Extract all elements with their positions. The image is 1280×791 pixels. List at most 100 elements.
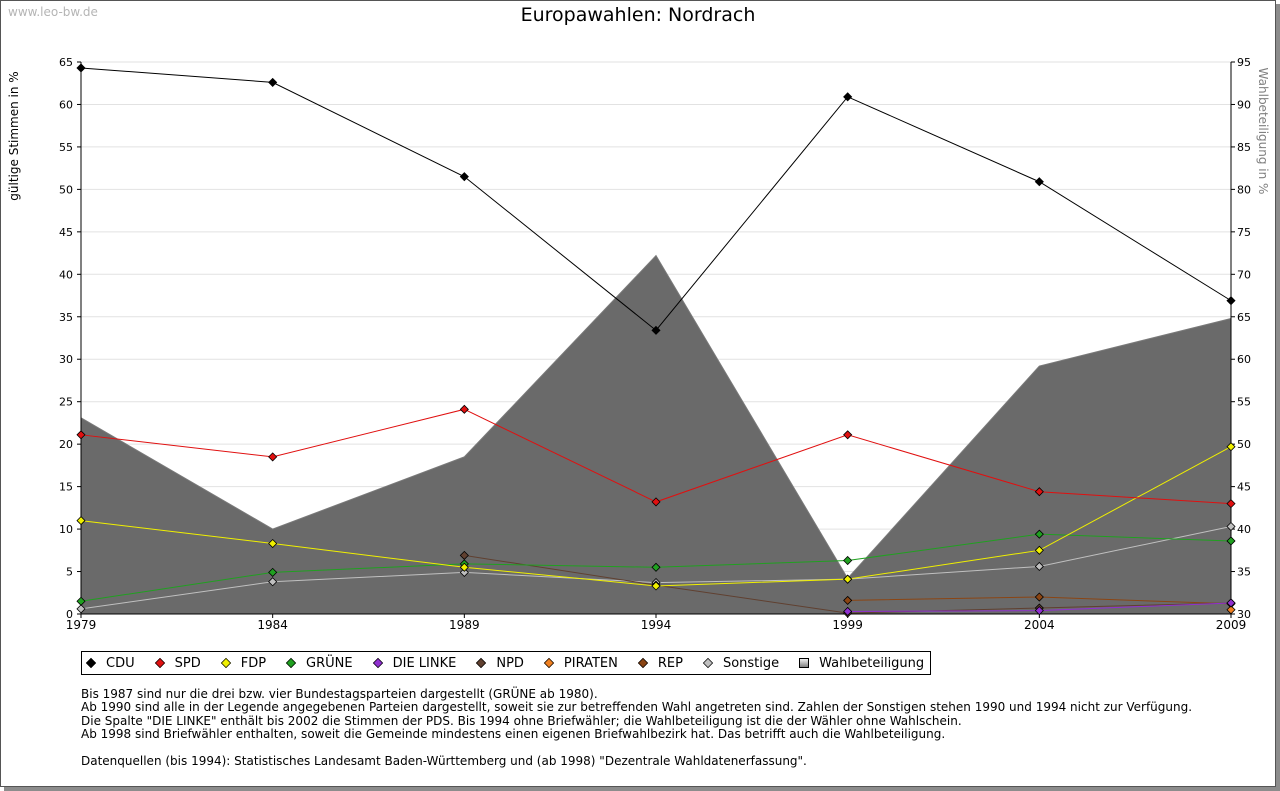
legend-diamond-marker	[85, 657, 97, 669]
legend-label: Sonstige	[722, 655, 780, 671]
legend-diamond-marker	[543, 657, 555, 669]
y-tick-label-right: 85	[1237, 141, 1251, 154]
y-tick-label-left: 55	[59, 141, 73, 154]
grüne-point	[268, 567, 278, 577]
cdu-point	[1034, 177, 1044, 187]
legend-item: Wahlbeteiligung	[799, 656, 924, 671]
x-tick-label: 1989	[449, 618, 480, 632]
y-tick-label-right: 80	[1237, 183, 1251, 196]
wahlbeteiligung-line	[80, 254, 1232, 580]
y-tick-label-right: 45	[1237, 481, 1251, 494]
legend-item: SPD	[154, 655, 201, 671]
legend-item: Sonstige	[702, 655, 780, 671]
spd-point	[459, 404, 469, 414]
cdu-point	[843, 92, 853, 102]
y-tick-label-right: 35	[1237, 566, 1251, 579]
cdu-point	[1226, 296, 1236, 306]
fdp-point	[459, 562, 469, 572]
x-tick-label: 2004	[1024, 618, 1055, 632]
legend-item: NPD	[476, 656, 524, 671]
legend-item: FDP	[220, 655, 267, 671]
y-tick-label-left: 65	[59, 56, 73, 69]
y-tick-label-left: 45	[59, 226, 73, 239]
x-tick-label: 1999	[832, 618, 863, 632]
chart-notes: Bis 1987 sind nur die drei bzw. vier Bun…	[81, 687, 1193, 741]
y-tick-label-left: 0	[66, 608, 73, 621]
die-linke-point	[1226, 598, 1236, 608]
fdp-point	[651, 581, 661, 591]
y-tick-label-right: 65	[1237, 311, 1251, 324]
data-source-note: Datenquellen (bis 1994): Statistisches L…	[81, 754, 807, 768]
legend-square-marker	[799, 658, 810, 668]
y-tick-label-right: 95	[1237, 56, 1251, 69]
piraten-point	[1226, 605, 1236, 615]
legend-diamond-marker	[285, 657, 297, 669]
fdp-point	[268, 538, 278, 549]
note-line: Ab 1998 sind Briefwähler enthalten, sowe…	[81, 726, 946, 741]
spd-point	[76, 430, 86, 440]
watermark: www.leo-bw.de	[8, 5, 98, 19]
spd-point	[268, 452, 278, 462]
sonstige-point	[268, 577, 278, 587]
legend-diamond-marker	[154, 657, 165, 669]
die-linke-point	[843, 606, 853, 617]
grüne-point	[1034, 529, 1044, 539]
fdp-point	[1034, 545, 1044, 555]
x-tick-label: 1984	[257, 618, 288, 632]
y-tick-label-left: 30	[59, 353, 73, 366]
legend-item: CDU	[85, 655, 135, 671]
grüne-point	[76, 596, 86, 606]
legend-item: PIRATEN	[543, 655, 618, 671]
line-chart: 0 5 10 15 20 25 30 35 40 45 50 55 60 65 30 35 40 45 50 55 60…	[59, 56, 1251, 632]
y-tick-label-left: 35	[59, 311, 73, 324]
spd-point	[1034, 487, 1044, 497]
legend-label: PIRATEN	[563, 655, 618, 671]
grüne-point	[843, 555, 853, 566]
sonstige-point	[1034, 561, 1044, 572]
note-line: Ab 1990 sind alle in der Legende angegeb…	[81, 700, 1193, 715]
legend-label: REP	[657, 655, 683, 671]
legend-label: DIE LINKE	[392, 655, 457, 671]
cdu-point	[268, 77, 278, 87]
sonstige-point	[1226, 521, 1236, 532]
fdp-point	[76, 516, 86, 526]
x-tick-label: 2009	[1216, 618, 1247, 632]
y-tick-label-left: 40	[59, 268, 73, 281]
y-tick-label-right: 60	[1237, 353, 1251, 366]
cdu-point	[459, 172, 469, 182]
die-linke-point	[1034, 606, 1044, 616]
legend-label: FDP	[240, 655, 267, 671]
note-line: Die Spalte "DIE LINKE" enthält bis 2002 …	[81, 713, 962, 728]
y-tick-label-right: 70	[1237, 268, 1251, 281]
sonstige-point	[76, 604, 86, 614]
grüne-point	[651, 562, 661, 572]
legend-label: CDU	[106, 655, 135, 671]
fdp-point	[843, 574, 853, 584]
legend-diamond-marker	[702, 657, 714, 669]
legend-item: GRÜNE	[285, 655, 353, 671]
legend-diamond-marker	[220, 657, 231, 669]
chart-legend: CDU SPD FDP GRÜNE DIE LINKE NPD PIRATEN REP Sons…	[81, 651, 932, 675]
grüne-point	[1226, 536, 1236, 546]
x-tick-label: 1994	[641, 618, 672, 632]
legend-label: GRÜNE	[306, 655, 353, 671]
y-tick-label-right: 90	[1237, 98, 1251, 111]
chart-title: Europawahlen: Nordrach	[520, 4, 756, 26]
y-tick-label-left: 50	[59, 183, 73, 196]
sonstige-point	[459, 567, 469, 577]
spd-point	[1226, 499, 1236, 509]
spd-point	[651, 497, 661, 507]
legend-item: DIE LINKE	[372, 655, 457, 671]
legend-label: SPD	[174, 655, 201, 671]
y-tick-label-left: 60	[59, 98, 73, 111]
note-line: Bis 1987 sind nur die drei bzw. vier Bun…	[81, 687, 598, 701]
legend-label: Wahlbeteiligung	[819, 655, 925, 671]
y-tick-label-right: 30	[1237, 608, 1251, 621]
y-tick-label-left: 25	[59, 396, 73, 409]
spd-point	[843, 430, 853, 440]
rep-point	[843, 595, 853, 605]
y-tick-label-right: 40	[1237, 523, 1251, 536]
cdu-point	[651, 325, 661, 335]
cdu-point	[76, 63, 86, 73]
